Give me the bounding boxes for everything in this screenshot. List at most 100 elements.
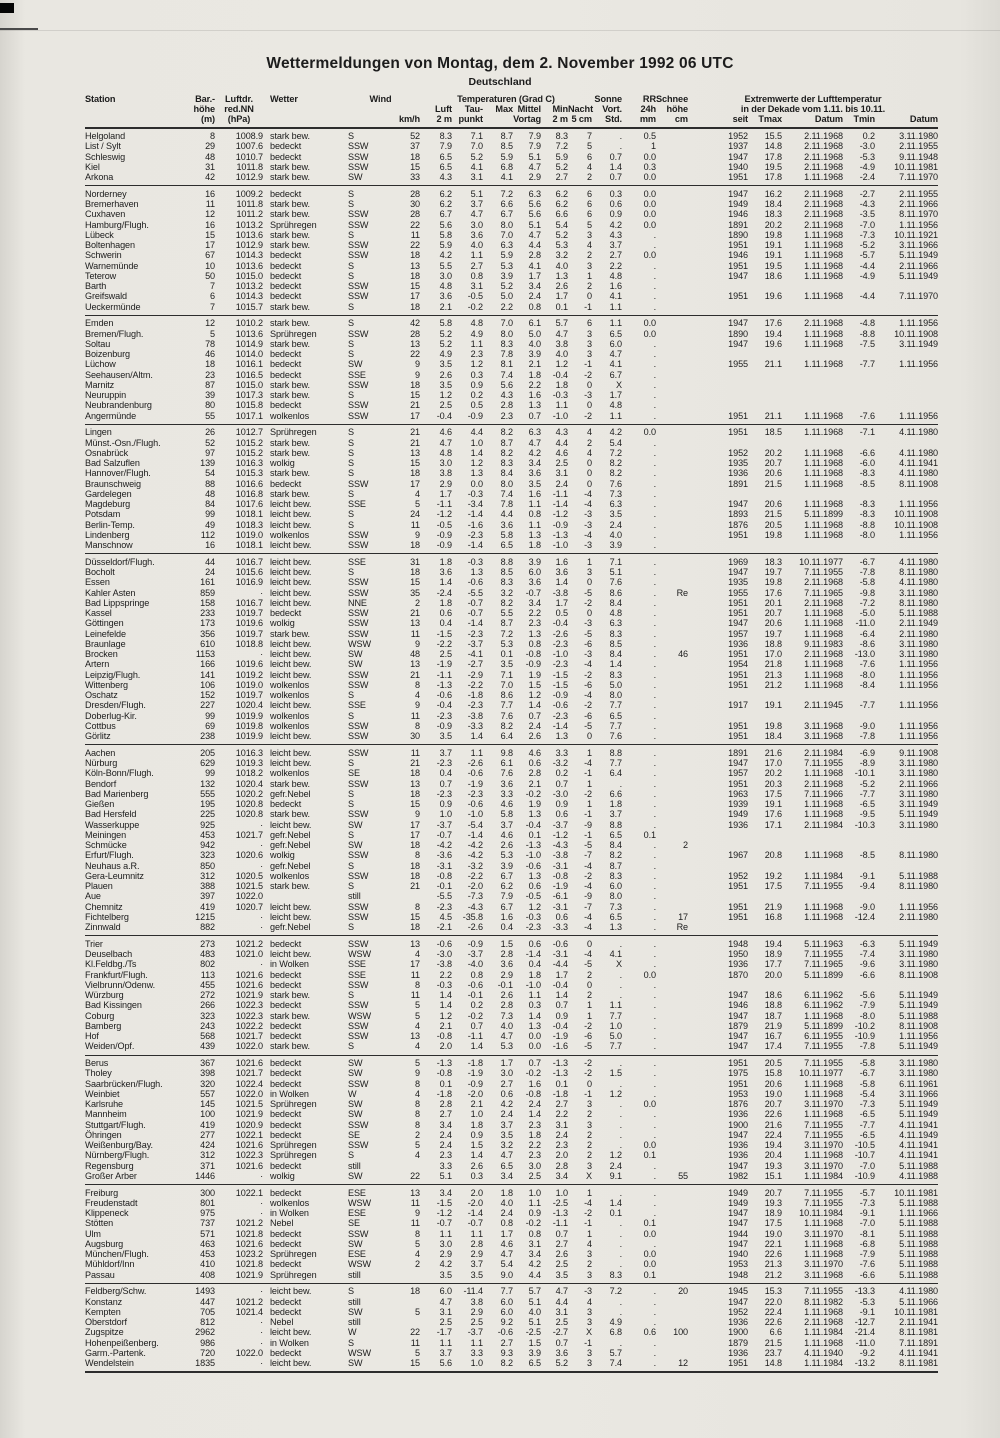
table-row: Soltau 78 1014.9 stark bew. S 13 5.2 1.1 8.3 4.0 3… bbox=[85, 339, 938, 349]
table-row: Warnemünde 10 1013.6 bedeckt S 13 5.5 2.7 5.3 4.1… bbox=[85, 261, 938, 271]
hoehe: 942 bbox=[200, 840, 215, 851]
seit bbox=[688, 830, 748, 840]
luft: 3.7 bbox=[439, 1347, 452, 1358]
schnee bbox=[656, 1031, 688, 1041]
sonne: 7.2 bbox=[609, 447, 622, 458]
max: 2.9 bbox=[500, 969, 513, 980]
rr: . bbox=[653, 860, 657, 871]
wetter: bedeckt bbox=[270, 369, 302, 380]
hoehe: 17 bbox=[205, 240, 215, 251]
dir: S bbox=[348, 199, 354, 210]
kmh: 15 bbox=[410, 799, 420, 810]
column-header: (hPa) bbox=[227, 113, 251, 124]
table-row: Münst.-Osn./Flugh. 52 1015.2 stark bew. S 21 4… bbox=[85, 438, 938, 448]
seit: 1936 bbox=[728, 819, 748, 830]
tmaxd: 1.11.1968 bbox=[804, 458, 843, 469]
seit bbox=[688, 540, 748, 550]
tmin bbox=[843, 711, 875, 721]
sonne: 1.1 bbox=[609, 410, 622, 421]
druck: 1019.9 bbox=[235, 731, 263, 742]
wetter: wolkig bbox=[270, 1170, 295, 1181]
wetter: in Wolken bbox=[270, 959, 309, 970]
tmind: 8.11.1908 bbox=[899, 969, 938, 980]
seit: 1870 bbox=[728, 969, 748, 980]
seit bbox=[688, 281, 748, 291]
station: Vielbrunn/Odenw. bbox=[85, 979, 156, 990]
dir: SSW bbox=[348, 161, 369, 172]
column-header: Datum bbox=[909, 113, 938, 124]
max: 7.0 bbox=[500, 679, 513, 690]
mittel: 4.7 bbox=[528, 437, 541, 448]
max: 4.2 bbox=[500, 1099, 513, 1110]
tau: 3.3 bbox=[470, 1347, 483, 1358]
table-row: Görlitz 238 1019.9 leicht bew. SSW 30 3.5 1.4 6.… bbox=[85, 731, 938, 741]
tmind bbox=[875, 281, 938, 291]
tmaxd: 1.11.1968 bbox=[804, 1010, 843, 1021]
mittel: 1.8 bbox=[528, 369, 541, 380]
hoehe: 850 bbox=[200, 860, 215, 871]
tmaxd bbox=[782, 540, 843, 550]
hoehe: 23 bbox=[205, 369, 215, 380]
sonne: 1.3 bbox=[609, 922, 622, 933]
mittel: 5.1 bbox=[528, 219, 541, 230]
station: Deuselbach bbox=[85, 949, 133, 960]
max: 6.8 bbox=[500, 161, 513, 172]
seit: 1947 bbox=[728, 990, 748, 1001]
tmin: -8.8 bbox=[859, 328, 875, 339]
kmh: 28 bbox=[410, 328, 420, 339]
rr: 0.0 bbox=[643, 172, 656, 183]
luft: 3.1 bbox=[439, 1306, 452, 1317]
dir: SSW bbox=[348, 1000, 369, 1011]
hoehe: 277 bbox=[200, 1129, 215, 1140]
kmh: 52 bbox=[410, 131, 420, 142]
druck: · bbox=[260, 587, 263, 598]
tmin bbox=[843, 489, 875, 499]
nacht: 0 bbox=[587, 400, 592, 411]
max: 7.3 bbox=[500, 1010, 513, 1021]
rr: . bbox=[653, 949, 657, 960]
kmh: 15 bbox=[410, 1358, 420, 1369]
min: 1.7 bbox=[555, 291, 568, 302]
tmin: -4.8 bbox=[859, 318, 875, 329]
max: 7.8 bbox=[500, 499, 513, 510]
tmaxd: 2.11.1968 bbox=[804, 219, 843, 230]
max: 8.5 bbox=[500, 141, 513, 152]
druck: 1021.4 bbox=[235, 1306, 263, 1317]
station: Leipzig/Flugh. bbox=[85, 669, 141, 680]
nacht: -3 bbox=[584, 649, 592, 660]
max: 0.4 bbox=[500, 922, 513, 933]
tmin: -7.3 bbox=[859, 1197, 875, 1208]
tau: -2.3 bbox=[467, 700, 483, 711]
nacht: -4 bbox=[584, 949, 592, 960]
mittel: 4.4 bbox=[528, 1269, 541, 1280]
rr: . bbox=[653, 1187, 657, 1198]
seit: 1963 bbox=[728, 788, 748, 799]
station: Bad Lippspringe bbox=[85, 597, 150, 608]
wetter: Sprühregen bbox=[270, 1150, 317, 1161]
tmax: 20.6 bbox=[764, 499, 782, 510]
rr: . bbox=[653, 1020, 657, 1031]
seit: 1950 bbox=[728, 949, 748, 960]
min: -3.7 bbox=[552, 819, 568, 830]
wetter: stark bew. bbox=[270, 379, 310, 390]
schnee bbox=[656, 1021, 688, 1031]
sonne: 2.7 bbox=[609, 250, 622, 261]
tau: 1.0 bbox=[470, 1358, 483, 1369]
table-row: Neuhaus a.R. 850 · gefr.Nebel S 18 -3.1 -3.2 3.9… bbox=[85, 861, 938, 871]
station: Seehausen/Altm. bbox=[85, 369, 153, 380]
tmaxd: 1.11.1968 bbox=[804, 529, 843, 540]
column-header: RR bbox=[642, 94, 656, 104]
tmind: 5.11.1949 bbox=[899, 1099, 938, 1110]
tmaxd: 1.11.1968 bbox=[804, 240, 843, 251]
schnee bbox=[656, 861, 688, 871]
max: 8.4 bbox=[500, 468, 513, 479]
tmind: 1.11.1956 bbox=[899, 410, 938, 421]
luft: 3.5 bbox=[439, 359, 452, 370]
kmh: 8 bbox=[415, 679, 420, 690]
tmaxd: 6.11.1955 bbox=[804, 1031, 843, 1042]
dir: SSE bbox=[348, 700, 366, 711]
luft: 6.2 bbox=[439, 199, 452, 210]
station: Würzburg bbox=[85, 990, 124, 1001]
druck: 1019.3 bbox=[235, 758, 263, 769]
schnee bbox=[656, 291, 688, 301]
